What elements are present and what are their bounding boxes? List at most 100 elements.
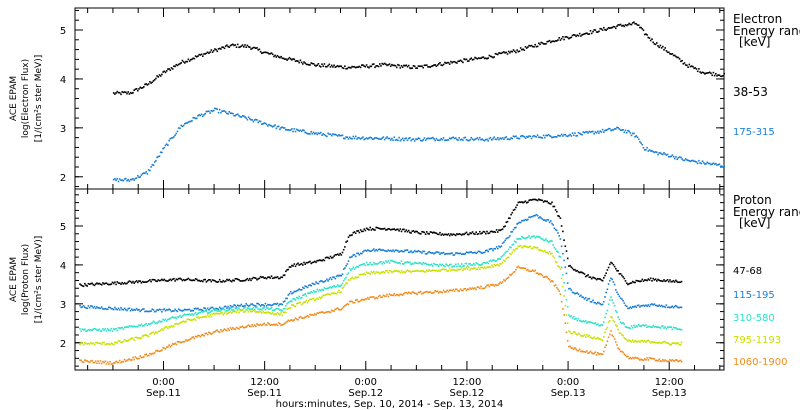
data-point — [156, 280, 158, 283]
data-point — [522, 267, 524, 269]
data-point — [258, 308, 261, 311]
data-point — [704, 163, 706, 165]
data-point — [675, 327, 677, 329]
data-point — [336, 253, 339, 255]
data-point — [375, 271, 377, 273]
data-point — [521, 247, 523, 249]
data-point — [126, 92, 128, 95]
data-point — [485, 267, 487, 270]
data-point — [147, 323, 150, 325]
data-point — [552, 255, 554, 257]
data-point — [371, 228, 374, 230]
data-point — [317, 298, 320, 300]
data-point — [657, 326, 659, 328]
data-point — [477, 138, 480, 141]
data-point — [88, 329, 91, 331]
data-point — [120, 179, 122, 181]
data-point — [454, 288, 457, 291]
data-point — [694, 160, 697, 163]
data-point — [168, 325, 170, 328]
data-point — [395, 261, 398, 264]
data-point — [546, 276, 548, 279]
data-point — [125, 360, 127, 363]
data-point — [314, 260, 316, 263]
data-point — [462, 289, 464, 292]
data-point — [146, 324, 149, 327]
data-point — [504, 260, 506, 263]
data-point — [380, 296, 382, 299]
data-point — [453, 233, 456, 236]
data-point — [472, 232, 475, 235]
data-point — [227, 305, 229, 308]
data-point — [657, 305, 659, 308]
data-point — [153, 321, 156, 324]
data-point — [111, 281, 114, 284]
data-point — [457, 263, 459, 265]
data-point — [664, 341, 666, 343]
data-point — [282, 57, 285, 60]
data-point — [534, 269, 536, 272]
data-point — [513, 240, 516, 243]
data-point — [144, 354, 146, 356]
data-point — [187, 313, 190, 316]
data-point — [198, 114, 200, 116]
data-point — [577, 35, 580, 37]
data-point — [682, 159, 685, 162]
data-point — [557, 288, 559, 291]
data-point — [471, 231, 474, 233]
data-point — [416, 230, 418, 233]
data-point — [572, 348, 575, 350]
data-point — [507, 217, 510, 219]
data-point — [106, 361, 109, 363]
data-point — [659, 44, 662, 47]
data-point — [368, 66, 370, 69]
data-point — [241, 309, 244, 311]
data-point — [509, 51, 511, 54]
data-point — [275, 313, 278, 316]
data-point — [453, 137, 456, 140]
data-point — [529, 245, 532, 248]
data-point — [300, 317, 303, 319]
data-point — [433, 138, 435, 140]
data-point — [494, 52, 497, 55]
data-point — [639, 359, 641, 361]
data-point — [559, 135, 562, 137]
data-point — [566, 282, 569, 284]
data-point — [668, 360, 670, 363]
data-point — [157, 350, 160, 352]
data-point — [622, 24, 624, 27]
data-point — [374, 250, 376, 252]
data-point — [277, 125, 280, 128]
data-point — [653, 303, 656, 305]
data-point — [539, 199, 541, 201]
data-point — [392, 260, 394, 263]
data-point — [433, 231, 435, 234]
data-point — [458, 265, 461, 267]
data-point — [187, 318, 190, 320]
data-point — [422, 270, 424, 272]
data-point — [483, 57, 486, 60]
data-point — [598, 30, 600, 33]
data-point — [617, 347, 619, 349]
series-795-1193 — [79, 244, 683, 346]
data-point — [421, 252, 423, 254]
data-point — [494, 231, 497, 233]
data-point — [283, 300, 286, 302]
data-point — [558, 235, 560, 237]
data-point — [299, 129, 302, 132]
data-point — [300, 303, 303, 306]
data-point — [306, 261, 309, 264]
data-point — [330, 287, 333, 289]
data-point — [639, 325, 641, 327]
data-point — [606, 269, 609, 271]
data-point — [286, 302, 288, 305]
data-point — [403, 292, 405, 295]
data-point — [295, 290, 298, 292]
data-point — [164, 279, 167, 282]
data-point — [228, 312, 231, 314]
data-point — [114, 281, 116, 283]
data-point — [232, 279, 234, 281]
data-point — [411, 138, 414, 141]
data-point — [370, 296, 373, 298]
data-point — [245, 308, 247, 311]
